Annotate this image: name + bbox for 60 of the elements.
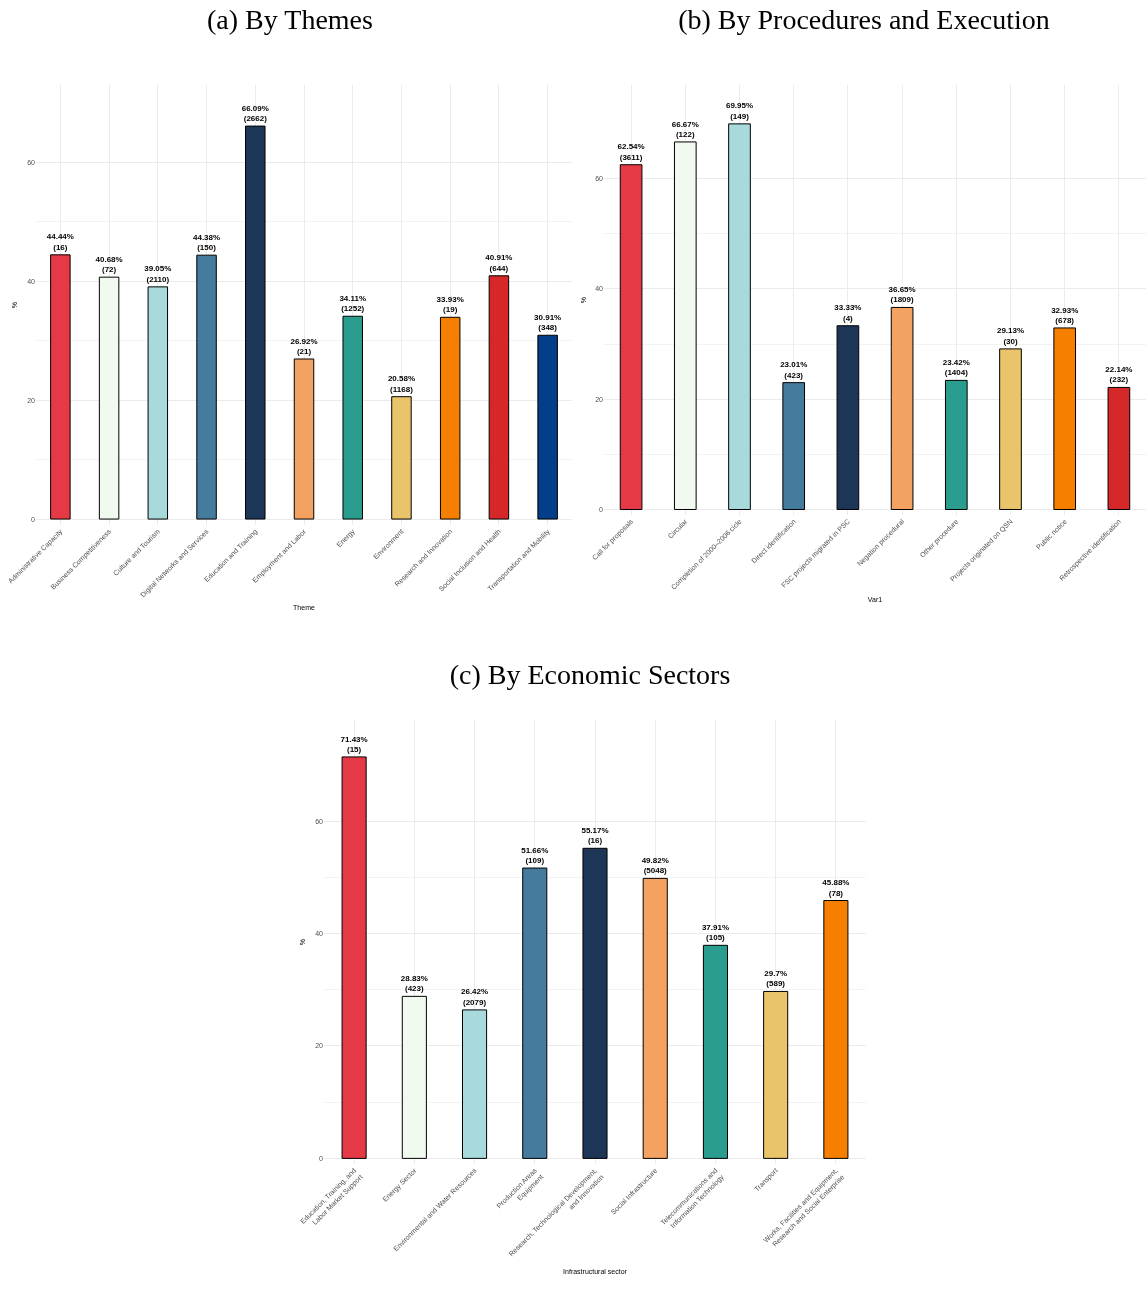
bar: [823, 900, 849, 1159]
data-label: 44.44% (16): [46, 232, 74, 252]
data-label: 36.65% (1809): [888, 285, 916, 305]
bar: [147, 286, 169, 520]
data-label: 44.38% (150): [192, 232, 221, 253]
data-label: 26.92% (21): [290, 336, 318, 356]
data-label: 33.93% (19): [436, 294, 464, 315]
bar: [1107, 386, 1131, 510]
data-label: 20.58% (1168): [387, 374, 416, 394]
bar: [836, 325, 860, 510]
bar: [293, 358, 315, 520]
data-label: 28.83% (423): [400, 973, 428, 994]
data-label: 37.91% (105): [701, 922, 730, 943]
data-label: 51.66% (109): [521, 845, 549, 866]
data-label: 39.05% (2110): [144, 264, 172, 284]
data-label: 34.11% (1252): [339, 293, 367, 314]
data-label: 29.7% (589): [764, 969, 788, 989]
bar: [341, 756, 367, 1159]
chart-title: (b) By Procedures and Execution: [678, 4, 1050, 36]
data-label: 40.91% (644): [485, 253, 513, 273]
bar: [782, 382, 806, 510]
bar: [537, 334, 558, 520]
data-label: 40.68% (72): [95, 254, 123, 275]
data-label: 49.82% (5048): [641, 855, 669, 876]
chart-title: (c) By Economic Sectors: [449, 659, 731, 691]
bar: [619, 164, 643, 510]
data-label: 66.67% (122): [671, 119, 699, 139]
bar: [245, 125, 266, 520]
data-label: 45.88% (78): [822, 878, 850, 898]
bar: [439, 316, 461, 520]
bar: [944, 379, 968, 510]
bar: [763, 990, 789, 1159]
chart-title: (a) By Themes: [207, 4, 373, 36]
bar: [999, 348, 1022, 510]
data-label: 55.17% (16): [581, 825, 609, 846]
bar: [582, 847, 608, 1159]
bar: [890, 306, 914, 510]
data-label: 33.33% (4): [834, 303, 862, 323]
bar: [522, 867, 548, 1159]
bar: [702, 944, 728, 1159]
data-label: 22.14% (232): [1105, 365, 1133, 385]
bar: [488, 275, 510, 520]
bar: [728, 123, 751, 510]
data-label: 29.13% (30): [996, 326, 1025, 346]
data-label: 30.91% (348): [534, 312, 562, 333]
bar: [196, 254, 217, 520]
data-label: 66.09% (2662): [241, 103, 269, 124]
bar: [50, 254, 71, 520]
bar: [462, 1009, 488, 1159]
data-label: 71.43% (15): [340, 734, 368, 754]
bar: [642, 877, 668, 1159]
data-label: 32.93% (678): [1051, 305, 1079, 325]
data-label: 26.42% (2079): [460, 987, 489, 1007]
bar: [391, 396, 412, 520]
data-label: 23.01% (423): [780, 360, 808, 380]
data-label: 62.54% (3611): [617, 142, 645, 162]
bar: [1053, 327, 1077, 510]
data-label: 69.95% (149): [725, 101, 754, 121]
bar: [342, 315, 363, 520]
data-label: 23.42% (1404): [942, 357, 970, 378]
